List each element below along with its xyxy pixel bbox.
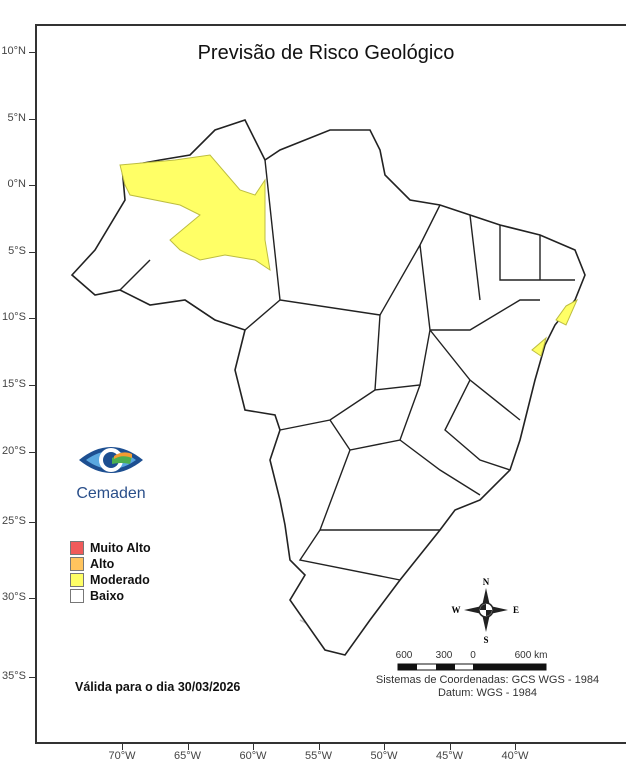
lat-label: 25°S [2, 515, 26, 527]
scale-label: 600 [395, 650, 413, 661]
scale-label: 300 [435, 650, 453, 661]
legend-label: Baixo [90, 589, 125, 603]
validity-date: Válida para o dia 30/03/2026 [75, 680, 241, 694]
state-boundary [244, 299, 281, 331]
legend-swatch [70, 573, 84, 587]
datum: Datum: WGS - 1984 [437, 687, 538, 699]
cemaden-logo: Cemaden [66, 438, 156, 503]
compass-n: N [483, 577, 490, 587]
state-boundary [184, 299, 216, 321]
lon-tick [449, 744, 451, 750]
lon-tick [187, 744, 189, 750]
lon-tick [253, 744, 254, 750]
region-alagoas-moderado [555, 298, 579, 326]
coordinate-info: Sistemas de Coordenadas: GCS WGS - 1984 … [370, 674, 605, 700]
lon-label: 50°W [370, 750, 398, 762]
legend-swatch [70, 557, 84, 571]
legend-item: Alto [70, 556, 151, 572]
lat-tick [29, 185, 35, 186]
lat-tick [29, 522, 35, 523]
lat-tick [29, 119, 35, 120]
state-boundary [329, 384, 421, 451]
coordinate-system: Sistemas de Coordenadas: GCS WGS - 1984 [375, 674, 600, 686]
lat-tick [29, 252, 35, 253]
lat-label: 10°N [1, 45, 26, 57]
lon-tick [122, 744, 123, 750]
legend-swatch [70, 589, 84, 603]
legend: Muito Alto Alto Moderado Baixo [70, 540, 151, 604]
lat-label: 5°S [8, 245, 26, 257]
lon-label: 40°W [501, 750, 529, 762]
legend-item: Moderado [70, 572, 151, 588]
region-sergipe-moderado [531, 336, 547, 357]
scale-label: 0 [470, 650, 476, 661]
lat-tick [29, 452, 35, 453]
scale-bar [397, 663, 547, 671]
cemaden-eye-icon [79, 447, 143, 473]
legend-label: Moderado [90, 573, 150, 587]
frame-top [35, 24, 626, 26]
frame-left [35, 24, 37, 744]
state-boundary [430, 299, 540, 331]
compass-rose: N S W E [452, 577, 520, 645]
lon-label: 65°W [173, 750, 202, 762]
lat-tick [29, 385, 35, 386]
legend-item: Baixo [70, 588, 151, 604]
legend-item: Muito Alto [70, 540, 151, 556]
region-amazonas-moderado [119, 154, 271, 272]
state-boundary [499, 225, 575, 281]
lat-label: 0°N [7, 178, 26, 190]
compass-s: S [483, 635, 488, 645]
legend-swatch [70, 541, 84, 555]
state-boundary [444, 379, 511, 471]
lat-tick [29, 598, 35, 599]
lon-tick [318, 744, 320, 750]
map-title: Previsão de Risco Geológico [197, 42, 455, 64]
lat-tick [29, 318, 35, 319]
lat-label: 5°N [7, 112, 26, 124]
legend-label: Muito Alto [90, 541, 151, 555]
scale-label: 600 km [514, 650, 548, 661]
lon-label: 55°W [304, 750, 333, 762]
lon-label: 60°W [239, 750, 267, 762]
lat-label: 20°S [2, 445, 26, 457]
legend-label: Alto [90, 557, 115, 571]
lon-label: 45°W [435, 750, 464, 762]
frame-bottom [35, 742, 626, 744]
logo-text: Cemaden [76, 485, 146, 502]
lat-label: 35°S [2, 670, 26, 682]
state-boundary [469, 214, 481, 301]
compass-w: W [452, 605, 461, 615]
state-boundary [399, 439, 481, 496]
lat-tick [29, 677, 35, 678]
lon-tick [515, 744, 516, 750]
lat-label: 30°S [2, 591, 26, 603]
state-boundary [119, 259, 151, 291]
state-boundary [298, 529, 401, 581]
compass-e: E [513, 605, 519, 615]
lat-label: 15°S [2, 378, 26, 390]
lon-label: 70°W [108, 750, 136, 762]
lat-label: 10°S [2, 311, 26, 323]
lon-tick [384, 744, 385, 750]
lat-tick [29, 52, 35, 53]
